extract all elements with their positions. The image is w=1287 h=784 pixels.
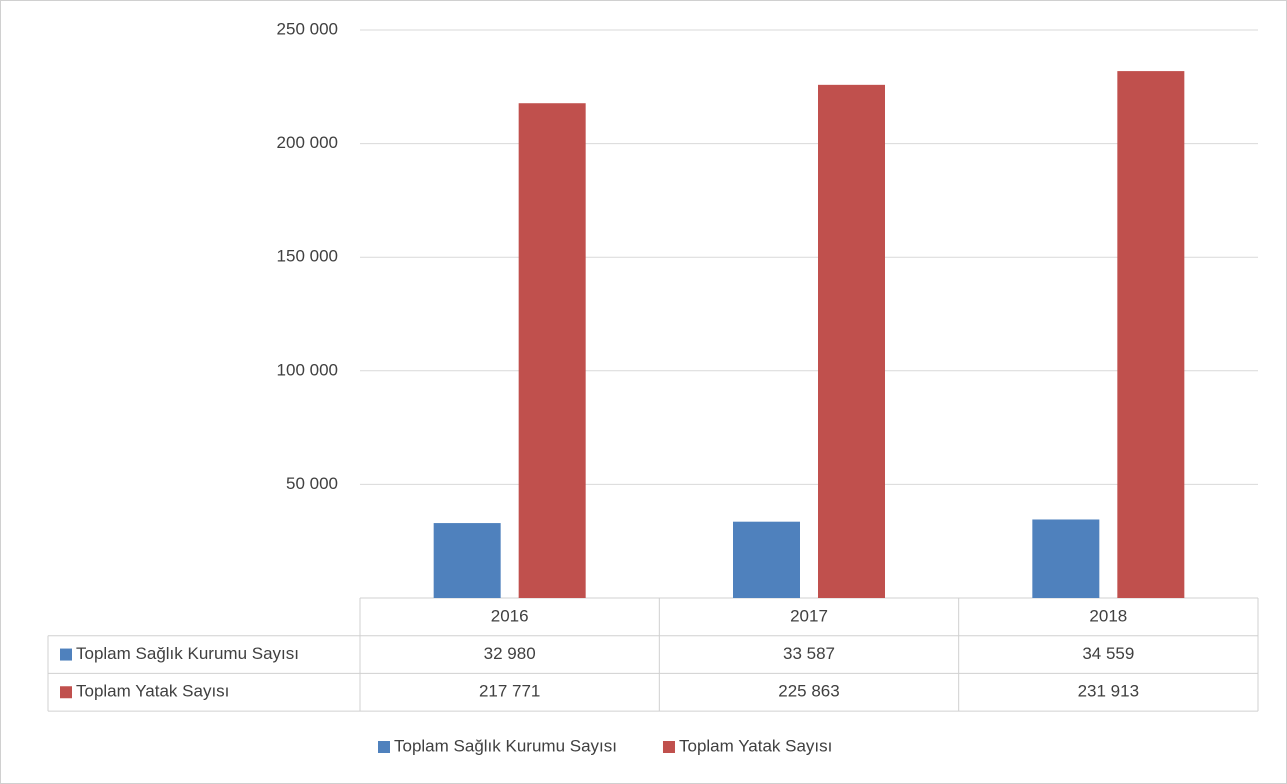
table-value: 225 863 xyxy=(778,682,839,701)
table-value: 217 771 xyxy=(479,682,540,701)
y-tick-label: 50 000 xyxy=(286,474,338,493)
y-tick-label: 100 000 xyxy=(277,360,338,379)
table-legend-key xyxy=(60,686,72,699)
y-tick-label: 150 000 xyxy=(277,247,338,266)
y-tick-label: 250 000 xyxy=(277,19,338,38)
table-value: 32 980 xyxy=(484,644,536,663)
bar xyxy=(433,523,501,598)
legend-key xyxy=(662,741,675,753)
bar xyxy=(733,521,800,598)
legend-key xyxy=(378,741,390,753)
bar xyxy=(818,84,885,599)
table-value: 34 559 xyxy=(1082,644,1134,663)
x-tick-label: 2016 xyxy=(491,606,529,625)
legend-label: Toplam Yatak Sayısı xyxy=(679,736,832,755)
bar xyxy=(1032,519,1100,598)
table-legend-key xyxy=(60,648,72,661)
table-value: 231 913 xyxy=(1078,682,1139,701)
bar xyxy=(1117,71,1185,598)
legend-label: Toplam Sağlık Kurumu Sayısı xyxy=(394,736,617,755)
x-tick-label: 2017 xyxy=(790,606,828,625)
x-tick-label: 2018 xyxy=(1089,606,1127,625)
table-value: 33 587 xyxy=(783,644,835,663)
table-row-label: Toplam Sağlık Kurumu Sayısı xyxy=(76,644,299,663)
table-row-label: Toplam Yatak Sayısı xyxy=(76,682,229,701)
y-tick-label: 200 000 xyxy=(277,133,338,152)
bar xyxy=(518,103,586,598)
